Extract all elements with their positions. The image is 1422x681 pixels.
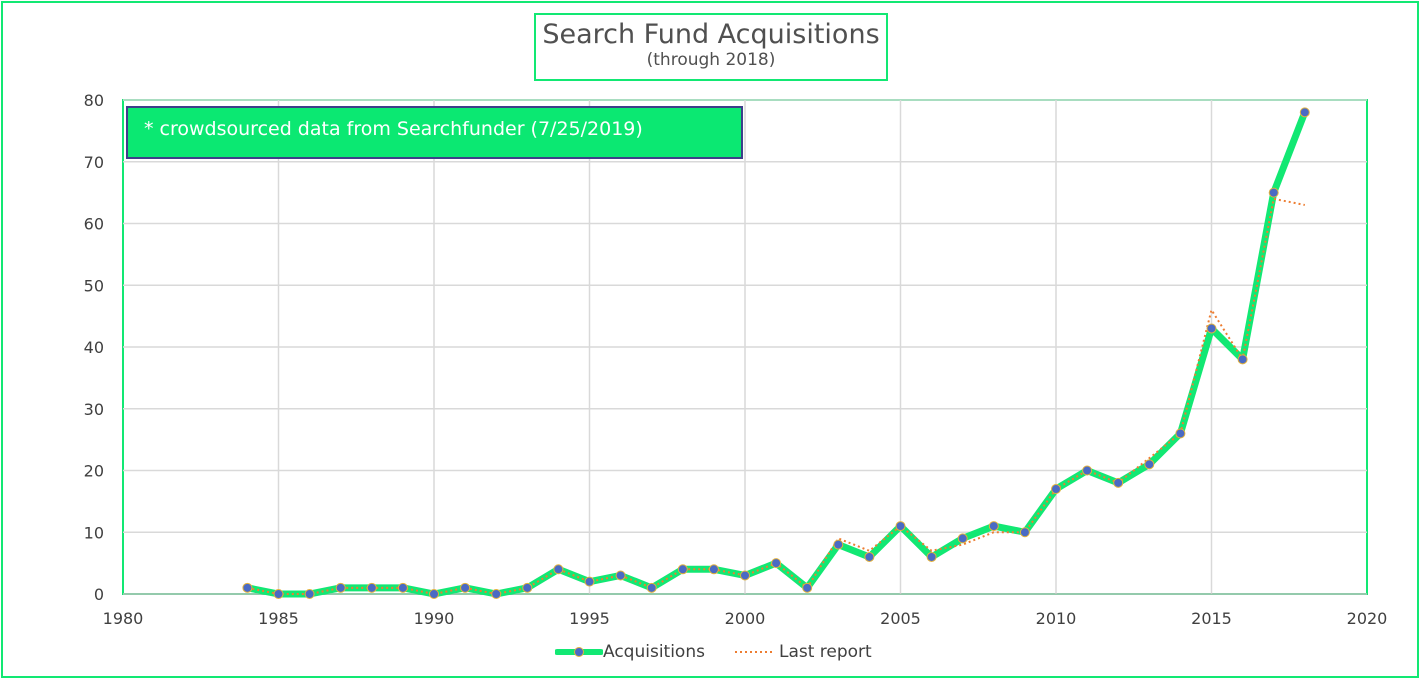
data-point-acquisitions: [895, 521, 906, 532]
data-point-acquisitions: [1082, 465, 1093, 476]
x-tick-label: 2005: [880, 609, 921, 628]
data-point-acquisitions: [677, 564, 688, 575]
data-point-acquisitions: [1237, 354, 1248, 365]
data-point-acquisitions: [802, 582, 813, 593]
data-point-acquisitions: [1144, 459, 1155, 470]
data-point-acquisitions: [397, 582, 408, 593]
data-point-acquisitions: [491, 589, 502, 599]
y-tick-label: 60: [84, 215, 104, 234]
data-point-acquisitions: [366, 582, 377, 593]
y-tick-label: 70: [84, 153, 104, 172]
data-point-acquisitions: [460, 582, 471, 593]
data-point-acquisitions: [646, 582, 657, 593]
x-tick-label: 2020: [1347, 609, 1388, 628]
data-point-acquisitions: [335, 582, 346, 593]
x-tick-label: 2015: [1191, 609, 1232, 628]
data-point-acquisitions: [864, 551, 875, 562]
data-point-acquisitions: [553, 564, 564, 575]
y-tick-label: 80: [84, 91, 104, 110]
chart-title-box: Search Fund Acquisitions (through 2018): [534, 13, 888, 81]
data-point-acquisitions: [988, 521, 999, 532]
x-tick-label: 2010: [1036, 609, 1077, 628]
legend-label-acquisitions: Acquisitions: [603, 642, 705, 662]
data-point-acquisitions: [957, 533, 968, 544]
y-tick-label: 0: [94, 585, 104, 604]
x-tick-label: 1995: [569, 609, 610, 628]
x-tick-label: 1985: [258, 609, 299, 628]
data-point-acquisitions: [926, 551, 937, 562]
data-point-acquisitions: [740, 570, 750, 581]
data-point-acquisitions: [1206, 323, 1217, 334]
data-point-acquisitions: [304, 589, 315, 599]
y-tick-label: 40: [84, 338, 104, 357]
data-point-acquisitions: [584, 576, 595, 587]
data-point-acquisitions: [615, 570, 626, 581]
data-point-acquisitions: [833, 539, 844, 550]
legend-swatch-last-report: [734, 651, 775, 653]
data-point-acquisitions: [1019, 527, 1030, 538]
data-point-acquisitions: [1268, 187, 1279, 198]
series-line-acquisitions: [243, 108, 1309, 598]
data-point-acquisitions: [242, 582, 253, 593]
data-point-acquisitions: [1299, 107, 1310, 118]
y-tick-label: 10: [84, 523, 104, 542]
data-point-acquisitions: [429, 589, 439, 599]
data-point-acquisitions: [708, 564, 719, 575]
data-point-acquisitions: [1113, 477, 1124, 488]
data-point-acquisitions: [522, 582, 533, 593]
chart-legend: Acquisitions Last report: [555, 640, 898, 664]
legend-item-last-report: Last report: [731, 642, 872, 662]
data-point-acquisitions: [1175, 428, 1186, 439]
legend-label-last-report: Last report: [778, 642, 872, 662]
data-point-acquisitions: [771, 558, 782, 569]
y-tick-label: 20: [84, 462, 104, 481]
data-point-acquisitions: [273, 589, 284, 599]
data-source-note: * crowdsourced data from Searchfunder (7…: [126, 106, 743, 159]
legend-item-acquisitions: Acquisitions: [555, 642, 705, 662]
y-tick-label: 50: [84, 276, 104, 295]
x-tick-label: 1990: [414, 609, 455, 628]
chart-title: Search Fund Acquisitions: [542, 19, 880, 50]
legend-swatch-acquisitions: [555, 647, 603, 657]
data-point-acquisitions: [1051, 484, 1061, 495]
x-tick-label: 2000: [725, 609, 766, 628]
chart-subtitle: (through 2018): [646, 50, 776, 70]
y-tick-label: 30: [84, 400, 104, 419]
x-tick-label: 1980: [103, 609, 144, 628]
series-line-last-report: [247, 197, 1305, 596]
